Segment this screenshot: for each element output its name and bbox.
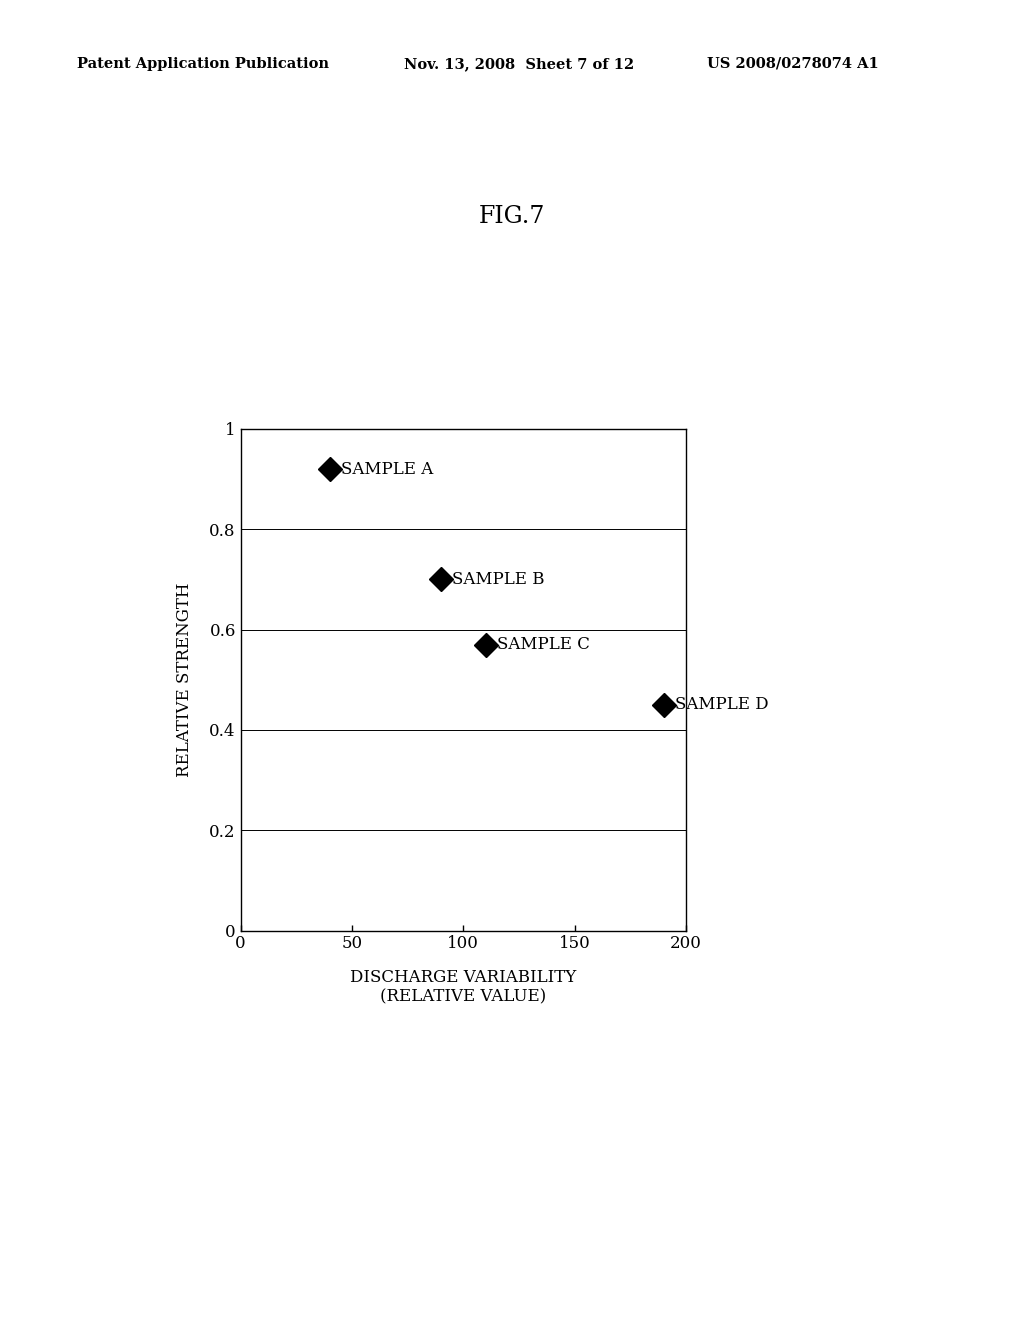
Y-axis label: RELATIVE STRENGTH: RELATIVE STRENGTH [175,582,193,777]
Text: US 2008/0278074 A1: US 2008/0278074 A1 [707,57,879,71]
Text: Nov. 13, 2008  Sheet 7 of 12: Nov. 13, 2008 Sheet 7 of 12 [404,57,635,71]
X-axis label: DISCHARGE VARIABILITY
(RELATIVE VALUE): DISCHARGE VARIABILITY (RELATIVE VALUE) [350,969,577,1006]
Text: FIG.7: FIG.7 [479,205,545,227]
Text: Patent Application Publication: Patent Application Publication [77,57,329,71]
Text: SAMPLE D: SAMPLE D [675,697,769,713]
Text: SAMPLE A: SAMPLE A [341,461,433,478]
Text: SAMPLE B: SAMPLE B [453,572,545,587]
Text: SAMPLE C: SAMPLE C [497,636,590,653]
